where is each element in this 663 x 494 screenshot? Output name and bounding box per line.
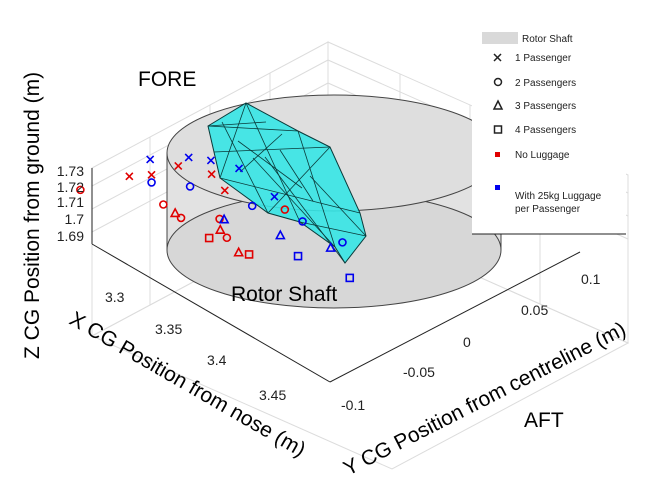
data-markers [76,153,355,283]
z-axis-ticks: 1.69 1.7 1.71 1.72 1.73 [57,163,84,244]
data-point [244,250,254,259]
legend-label: 3 Passengers [515,101,576,112]
legend-x-icon [493,53,502,62]
x-tick: 3.3 [105,289,125,305]
legend-label: 2 Passengers [515,78,576,89]
data-point [125,172,134,181]
data-point [147,170,156,179]
cg-envelope-hull [207,102,367,264]
data-point [185,182,195,191]
data-point [234,164,244,173]
z-tick: 1.73 [57,163,84,179]
z-axis-label: Z CG Position from ground (m) [21,72,44,359]
data-point [233,246,245,257]
data-point [325,241,336,252]
data-point [176,213,186,223]
legend-red-square-icon [495,152,500,157]
legend-circle-icon [493,77,503,87]
x-tick: 3.4 [207,352,227,368]
x-axis-ticks: 3.3 3.35 3.4 3.45 [105,289,286,403]
annotation-rotor-shaft: Rotor Shaft [231,283,337,306]
legend-swatch-rotor-shaft [482,32,518,44]
z-tick: 1.72 [57,179,84,195]
y-tick: -0.05 [403,364,435,380]
y-axis-ticks: -0.1 -0.05 0 0.05 0.1 [341,271,601,413]
data-point [275,229,286,240]
data-point [174,161,183,170]
data-point [214,223,226,234]
z-tick: 1.7 [65,211,85,227]
data-point [222,233,232,243]
data-point [345,273,355,283]
annotation-aft: AFT [524,409,564,432]
legend-square-icon [493,125,503,134]
y-tick: 0.05 [521,302,548,318]
z-tick: 1.71 [57,194,84,210]
axis-lines [91,168,581,383]
data-point [184,153,193,162]
data-point [218,213,230,224]
data-point [293,251,303,261]
data-point [298,217,307,226]
annotation-fore: FORE [138,68,196,91]
data-point [220,186,229,195]
legend-triangle-icon [492,99,504,110]
data-point [147,178,156,187]
y-axis-label: Y CG Position from centreline (m) [340,318,630,481]
legend-label: No Luggage [515,150,570,161]
data-point [146,155,155,164]
y-tick: 0 [463,334,471,350]
legend-label: Rotor Shaft [522,34,573,45]
data-point [76,185,85,195]
data-point [159,200,168,209]
legend-label: 4 Passengers [515,125,576,136]
legend-blue-square-icon [495,185,500,190]
x-tick: 3.45 [259,387,286,403]
data-point [204,233,214,243]
y-tick: -0.1 [341,397,365,413]
data-point [270,192,279,201]
x-axis-label: X CG Position from nose (m) [66,307,310,461]
legend: Rotor Shaft 1 Passenger 2 Passengers 3 P… [472,26,626,235]
data-point [169,207,181,218]
data-point [280,205,290,214]
data-point [338,238,347,247]
data-point [247,201,257,211]
z-tick: 1.69 [57,228,84,244]
legend-label: 1 Passenger [515,53,572,64]
data-point [206,156,215,165]
x-tick: 3.35 [155,321,182,337]
data-point [207,170,216,179]
legend-label: With 25kg Luggage per Passenger [515,191,602,215]
y-tick: 0.1 [581,271,601,287]
